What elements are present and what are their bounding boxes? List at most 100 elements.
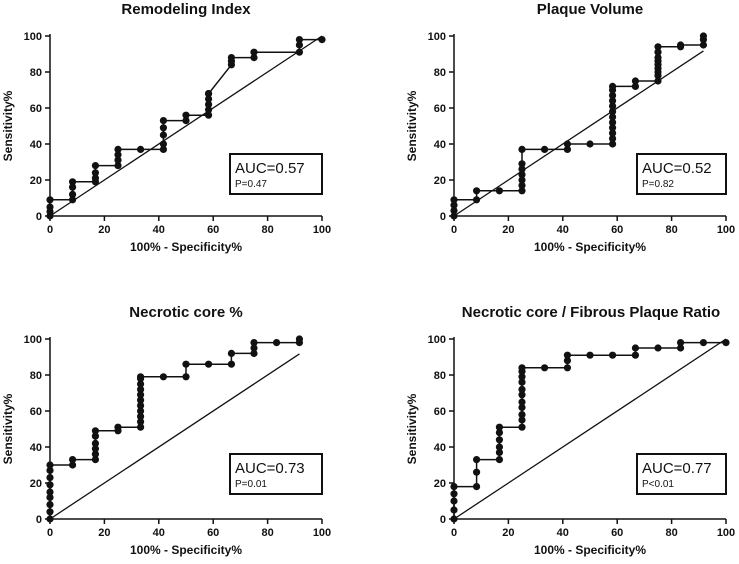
x-tick-label: 60: [207, 224, 219, 236]
roc-point: [563, 364, 572, 372]
roc-point: [159, 145, 168, 153]
roc-point: [495, 456, 504, 464]
roc-point: [227, 349, 236, 357]
roc-point: [654, 54, 662, 62]
chart-title: Necrotic core %: [129, 304, 242, 321]
roc-point: [250, 344, 258, 352]
roc-point: [450, 506, 458, 514]
roc-point: [631, 344, 640, 352]
auc-box: [229, 153, 323, 195]
x-tick-label: 20: [98, 527, 110, 539]
roc-point: [586, 351, 594, 359]
roc-point: [654, 344, 662, 352]
roc-point: [518, 373, 526, 381]
x-tick-label: 100: [313, 224, 331, 236]
roc-point: [204, 100, 213, 108]
roc-point: [631, 351, 640, 359]
roc-point: [608, 108, 617, 116]
x-axis-label: 100% - Specificity%: [534, 543, 646, 557]
roc-point: [182, 373, 190, 381]
roc-point: [136, 396, 145, 404]
roc-point: [114, 145, 122, 153]
roc-point: [227, 54, 236, 62]
x-tick-label: 40: [153, 527, 165, 539]
roc-point: [518, 416, 526, 424]
roc-point: [518, 398, 526, 406]
roc-point: [204, 90, 213, 98]
roc-point: [472, 456, 481, 464]
chart-title: Plaque Volume: [537, 1, 643, 18]
roc-point: [295, 41, 304, 49]
roc-point: [450, 201, 458, 209]
roc-point: [295, 36, 304, 44]
x-tick-label: 20: [502, 224, 514, 236]
roc-point: [114, 156, 122, 164]
roc-point: [608, 140, 617, 148]
roc-point: [159, 117, 168, 125]
y-tick-label: 60: [30, 103, 42, 115]
y-tick-label: 40: [30, 139, 42, 151]
roc-point: [654, 77, 662, 85]
x-tick-label: 40: [557, 527, 569, 539]
roc-point: [136, 391, 145, 399]
roc-point: [518, 187, 526, 195]
y-tick-label: 20: [434, 175, 446, 187]
roc-point: [204, 360, 213, 368]
roc-point: [450, 515, 458, 523]
roc-point: [654, 43, 662, 51]
x-axis-label: 100% - Specificity%: [534, 240, 646, 254]
roc-point: [91, 174, 100, 182]
x-tick-label: 100: [313, 527, 331, 539]
p-value: P=0.01: [235, 479, 267, 490]
roc-point: [136, 380, 145, 388]
y-axis-label: Sensitivity%: [1, 393, 15, 464]
roc-point: [495, 429, 504, 437]
x-tick-label: 60: [611, 224, 623, 236]
x-tick-label: 60: [207, 527, 219, 539]
roc-point: [136, 412, 145, 420]
roc-point: [68, 456, 77, 464]
auc-value: AUC=0.52: [642, 160, 712, 177]
roc-point: [91, 450, 100, 458]
roc-point: [495, 436, 504, 444]
roc-point: [518, 165, 526, 173]
roc-point: [91, 445, 100, 453]
roc-point: [159, 373, 168, 381]
y-tick-label: 80: [434, 67, 446, 79]
roc-point: [250, 48, 258, 56]
roc-point: [250, 339, 258, 347]
roc-point: [472, 483, 481, 491]
roc-panel-2: Plaque Volume 0 20 40 60 80 100 0 20 40 60 80 100 100…: [405, 1, 735, 254]
roc-point: [518, 423, 526, 431]
roc-point: [46, 508, 54, 516]
roc-point: [518, 411, 526, 419]
y-tick-label: 80: [434, 370, 446, 382]
y-tick-label: 60: [434, 406, 446, 418]
auc-value: AUC=0.73: [235, 460, 305, 477]
roc-point: [136, 418, 145, 426]
roc-point: [631, 77, 640, 85]
roc-point: [136, 423, 145, 431]
roc-point: [540, 364, 549, 372]
chart-title: Remodeling Index: [121, 1, 251, 18]
x-tick-label: 40: [153, 224, 165, 236]
roc-point: [563, 357, 572, 365]
roc-point: [563, 351, 572, 359]
roc-point: [46, 488, 54, 496]
roc-point: [608, 102, 617, 110]
x-axis-label: 100% - Specificity%: [130, 240, 242, 254]
roc-point: [450, 212, 458, 220]
roc-point: [676, 344, 685, 352]
x-tick-label: 0: [47, 527, 53, 539]
roc-point: [250, 54, 258, 62]
roc-point: [450, 196, 458, 204]
roc-panel-1: Remodeling Index 0 20 40 60 80 100 0 20 40 60 80 100…: [1, 1, 331, 254]
roc-point: [608, 97, 617, 105]
y-axis-label: Sensitivity%: [405, 393, 419, 464]
roc-point: [204, 95, 213, 103]
y-tick-label: 0: [36, 211, 42, 223]
x-tick-label: 60: [611, 527, 623, 539]
roc-point: [540, 145, 549, 153]
y-tick-label: 20: [30, 478, 42, 490]
roc-panel-4: Necrotic core / Fibrous Plaque Ratio 0 20 4…: [405, 304, 735, 557]
